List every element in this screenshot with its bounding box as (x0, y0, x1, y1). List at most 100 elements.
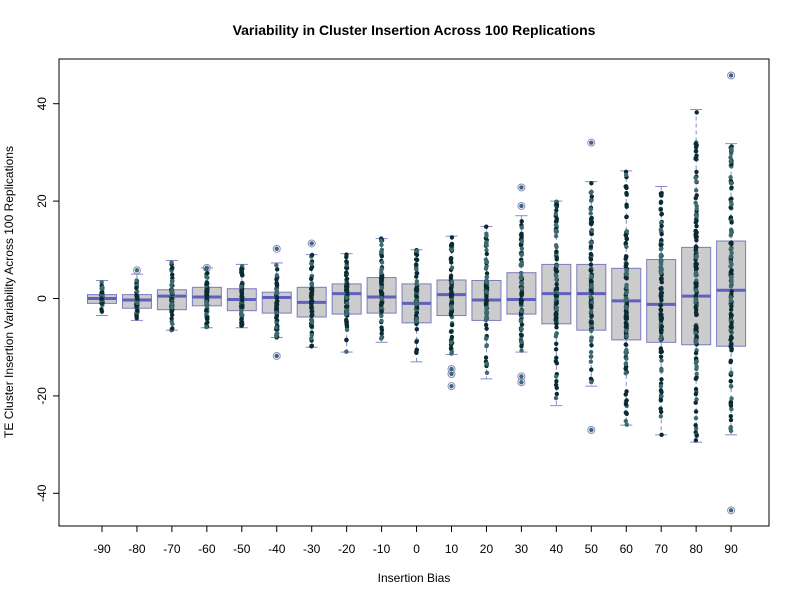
y-axis: -40 -20 0 20 40 (35, 97, 59, 502)
data-point (379, 242, 384, 248)
data-point (588, 207, 594, 212)
data-point (659, 231, 664, 237)
data-point (519, 260, 525, 265)
data-point (624, 244, 629, 250)
data-point (484, 224, 489, 229)
data-point (588, 278, 594, 284)
data-point (239, 310, 244, 316)
data-point (728, 180, 734, 186)
data-point (135, 300, 140, 306)
data-point (554, 277, 559, 282)
data-point (728, 254, 734, 259)
data-point (449, 242, 455, 248)
data-point (624, 236, 629, 241)
data-point (484, 306, 489, 312)
data-point (659, 368, 664, 374)
data-point (589, 320, 594, 325)
data-point (589, 181, 594, 186)
data-point (448, 345, 454, 351)
data-point (729, 370, 734, 376)
data-point (379, 309, 384, 314)
data-point (553, 312, 559, 317)
data-point (414, 279, 420, 284)
data-point (239, 291, 245, 297)
data-point (728, 358, 734, 364)
data-point (169, 279, 175, 284)
data-point (728, 199, 734, 205)
data-point (694, 433, 699, 438)
data-point (169, 301, 175, 306)
data-point (309, 343, 315, 348)
data-point (624, 254, 629, 259)
points-30 (518, 185, 525, 385)
points-10 (448, 235, 455, 389)
x-tick-label: 70 (655, 542, 669, 556)
data-point (134, 285, 139, 291)
data-point (484, 370, 490, 375)
data-point (589, 335, 594, 340)
data-point (694, 110, 699, 115)
data-point (658, 354, 664, 359)
data-point (694, 366, 699, 372)
outlier (517, 372, 526, 381)
data-point (693, 386, 699, 392)
data-point (239, 297, 245, 303)
x-tick-label: 90 (724, 542, 738, 556)
data-point (344, 260, 349, 265)
points--80 (134, 268, 140, 321)
data-point (553, 347, 559, 352)
data-point (589, 343, 594, 348)
data-point (659, 276, 664, 281)
data-point (729, 277, 734, 282)
data-point (344, 319, 349, 325)
data-point (379, 335, 384, 340)
data-point (169, 312, 175, 318)
data-point (379, 260, 385, 265)
data-point (589, 219, 595, 225)
outlier (272, 244, 281, 253)
data-point (693, 416, 699, 421)
data-point (624, 422, 629, 427)
data-point (414, 347, 420, 353)
data-point (658, 193, 664, 198)
data-point (658, 303, 663, 308)
data-point (658, 336, 663, 342)
data-point (553, 222, 559, 228)
data-point (589, 354, 594, 359)
data-point (658, 383, 664, 389)
data-point (658, 328, 664, 333)
data-point (484, 233, 489, 239)
y-tick-label: -40 (35, 484, 49, 502)
data-point (589, 300, 595, 305)
points--50 (239, 263, 245, 329)
data-point (344, 270, 349, 275)
data-point (134, 278, 139, 283)
data-point (449, 235, 455, 240)
data-point (589, 194, 594, 199)
outlier (727, 71, 736, 80)
data-point (554, 244, 559, 250)
data-point (588, 268, 594, 273)
data-point (693, 288, 699, 293)
data-point (694, 214, 699, 219)
data-point (519, 374, 524, 379)
data-point (519, 348, 524, 353)
data-point (728, 378, 733, 384)
data-point (519, 322, 525, 327)
data-point (170, 321, 175, 327)
data-point (448, 286, 454, 291)
data-point (694, 375, 699, 380)
data-point (309, 298, 314, 304)
data-point (239, 322, 245, 328)
data-point (693, 144, 699, 150)
data-point (729, 241, 734, 247)
y-axis-label: TE Cluster Insertion Variability Across … (2, 146, 16, 438)
data-point (728, 426, 733, 431)
data-point (449, 247, 455, 252)
data-point (309, 252, 315, 258)
data-point (344, 254, 349, 260)
data-point (729, 335, 734, 341)
x-tick-label: 40 (550, 542, 564, 556)
data-point (484, 326, 489, 331)
data-point (378, 238, 384, 244)
